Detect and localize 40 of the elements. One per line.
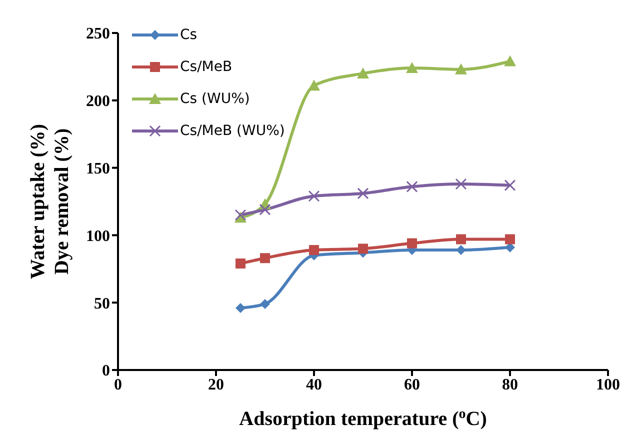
point: [308, 80, 320, 91]
x-tick-label: 0: [114, 376, 122, 394]
point: [309, 245, 319, 256]
point: [357, 188, 369, 200]
y-tick-label: 0: [102, 362, 110, 380]
x-tick-label: 80: [502, 376, 518, 394]
x-tick-label: 60: [404, 376, 420, 394]
point: [455, 63, 467, 74]
legend-label: Cs (WU%): [180, 91, 250, 107]
y-tick-label: 150: [86, 160, 110, 178]
point: [504, 55, 516, 66]
legend-label: Cs/MeB (WU%): [180, 123, 285, 139]
point: [406, 62, 418, 74]
point: [456, 234, 466, 244]
y-tick-label: 200: [86, 93, 110, 110]
legend-label: Cs/MeB: [180, 59, 232, 75]
point: [358, 244, 368, 254]
x-tick-label: 40: [306, 376, 322, 394]
point: [234, 209, 246, 221]
x-axis-title: Adsorption temperature ($^{o}$C): [239, 406, 487, 430]
x-tick-label: 20: [208, 376, 224, 394]
point: [455, 178, 467, 190]
point: [504, 180, 516, 192]
x-tick-label: 100: [596, 376, 620, 394]
point: [260, 253, 270, 264]
point: [407, 238, 417, 248]
point: [505, 234, 515, 244]
y-axis-title: Water uptake (%) Dye removal (%): [27, 124, 73, 280]
point: [260, 298, 270, 309]
point: [236, 258, 246, 269]
point: [456, 245, 466, 256]
point: [259, 204, 271, 216]
y-tick-label: 50: [94, 295, 110, 312]
point: [236, 302, 246, 313]
point: [308, 190, 320, 202]
point: [357, 67, 369, 78]
y-tick-label: 250: [86, 26, 110, 43]
legend-label: Cs: [180, 27, 198, 43]
y-tick-label: 100: [86, 228, 110, 245]
point: [406, 180, 418, 192]
